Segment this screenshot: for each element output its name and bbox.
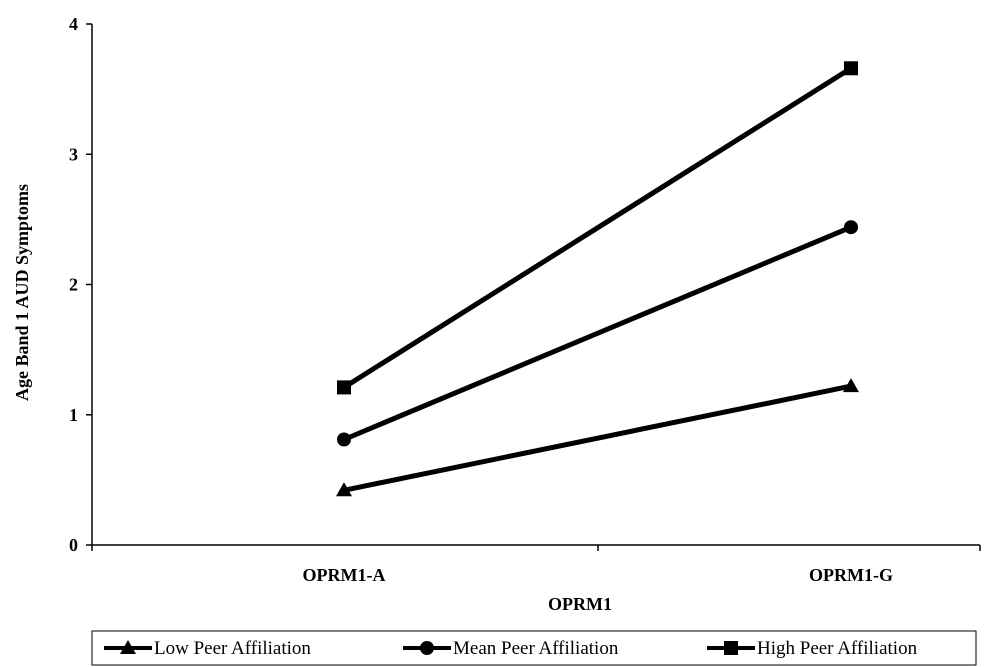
y-tick-label: 0 [69,535,78,555]
legend-marker-triangle [120,640,136,654]
legend-item: Low Peer Affiliation [104,638,311,659]
x-axis-title: OPRM1 [548,594,612,614]
data-point-square [844,61,858,76]
legend-box [91,630,977,666]
data-point-triangle [843,378,859,393]
y-tick-label: 2 [69,275,78,295]
x-tick-label: OPRM1-G [809,565,893,585]
series-circle [337,220,858,447]
data-point-circle [844,220,858,235]
axes [91,24,980,546]
legend-item: High Peer Affiliation [707,638,918,659]
axis-ticks: 0 1 2 3 4 OPRM1-A OPRM1-G [69,14,981,585]
legend: Low Peer Affiliation Mean Peer Affiliatio… [91,630,977,666]
legend-label: High Peer Affiliation [757,638,918,659]
y-tick-label: 3 [69,144,78,164]
series-line [343,383,852,493]
data-point-triangle [336,482,352,497]
series-line [343,224,852,442]
y-tick-label: 4 [69,14,78,34]
series-group [336,61,859,497]
series-square [337,61,858,395]
legend-label: Mean Peer Affiliation [453,638,619,659]
data-point-square [337,380,351,395]
x-tick-label: OPRM1-A [303,565,386,585]
y-tick-label: 1 [69,405,78,425]
legend-item: Mean Peer Affiliation [403,638,619,659]
y-axis-title: Age Band 1 AUD Symptoms [12,184,32,401]
data-point-circle [337,432,351,447]
legend-marker-circle [420,641,434,655]
series-triangle [336,378,859,497]
legend-marker-square [724,641,738,655]
legend-label: Low Peer Affiliation [154,638,311,659]
series-line [342,66,853,390]
